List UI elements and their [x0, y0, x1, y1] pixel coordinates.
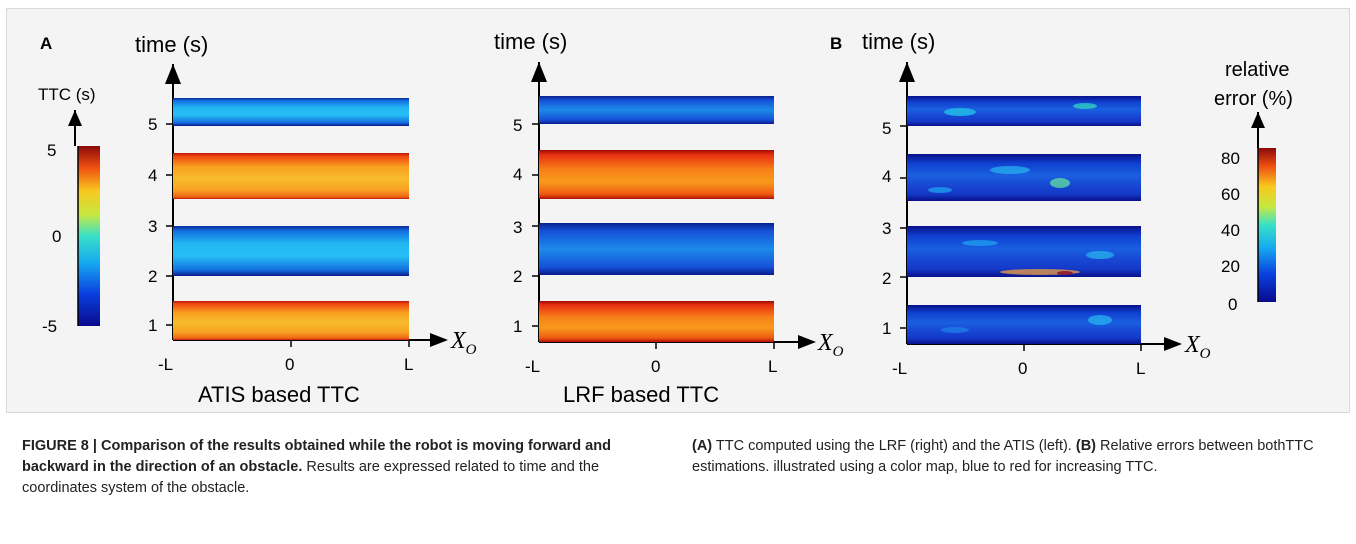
x-tick-label: L [768, 357, 777, 376]
y-axis-arrowhead [899, 62, 915, 82]
heatmap-band [539, 96, 774, 124]
caption-label: FIGURE 8 | Comparison of the results obt… [22, 438, 611, 475]
heatmap-band [539, 150, 774, 199]
x-ticks: -L 0 L [892, 344, 1145, 378]
y-tick-label: 4 [882, 167, 891, 186]
ttc-tick-bottom: -5 [42, 317, 57, 336]
heatmap-band [173, 153, 409, 199]
plot-atis: time (s) XO 5 4 3 2 1 -L 0 L ATIS [135, 32, 477, 407]
ttc-colorbar-arrowhead [68, 110, 82, 126]
panel-letter-b: B [830, 34, 842, 53]
y-tick-label: 4 [148, 166, 157, 185]
x-tick-label: 0 [1018, 359, 1027, 378]
heatmap-band [907, 154, 1141, 201]
x-tick-label: 0 [285, 355, 294, 374]
y-ticks: 5 4 3 2 1 [513, 116, 539, 336]
x-axis-arrowhead [798, 335, 816, 349]
error-colorbar-ticks: 80 60 40 20 0 [1221, 149, 1240, 314]
y-ticks: 5 4 3 2 1 [148, 115, 173, 335]
y-axis-arrowhead [531, 62, 547, 82]
plot-relative-error: time (s) XO 5 4 3 [862, 29, 1211, 378]
x-ticks: -L 0 L [158, 340, 413, 374]
error-colorbar-title-2: error (%) [1214, 88, 1293, 110]
y-axis-arrowhead [165, 64, 181, 84]
error-tick: 80 [1221, 149, 1240, 168]
x-axis-label: XO [817, 330, 844, 360]
heatmap-band [907, 96, 1141, 126]
time-axis-label: time (s) [862, 29, 935, 54]
error-tick: 0 [1228, 295, 1237, 314]
caption-left: FIGURE 8 | Comparison of the results obt… [22, 436, 662, 499]
x-axis-label: XO [450, 328, 477, 358]
caption-a-label: (A) [692, 438, 713, 454]
caption-b-label: (B) [1075, 438, 1097, 454]
error-tick: 60 [1221, 185, 1240, 204]
y-tick-label: 2 [513, 267, 522, 286]
heatmap-band [539, 223, 774, 275]
y-tick-label: 5 [148, 115, 157, 134]
plot-lrf: time (s) XO 5 4 3 2 1 -L 0 L LRF [494, 29, 844, 407]
x-tick-label: L [404, 355, 413, 374]
x-tick-label: L [1136, 359, 1145, 378]
y-tick-label: 3 [882, 219, 891, 238]
error-highlights [928, 103, 1114, 333]
caption-b-text: Relative errors between bothTTC estimati… [692, 438, 1314, 475]
x-tick-label: -L [158, 355, 173, 374]
error-colorbar-title-1: relative [1225, 59, 1289, 81]
plot-title: LRF based TTC [563, 382, 719, 407]
y-tick-label: 1 [148, 316, 157, 335]
caption-right: (A) TTC computed using the LRF (right) a… [692, 436, 1332, 478]
error-tick: 40 [1221, 221, 1240, 240]
x-axis-arrowhead [1164, 337, 1182, 351]
heatmap-band [907, 305, 1141, 344]
ttc-tick-mid: 0 [52, 227, 61, 246]
time-axis-label: time (s) [135, 32, 208, 57]
panel-letter-a: A [40, 34, 52, 53]
y-tick-label: 1 [513, 317, 522, 336]
heatmap-band [539, 301, 774, 342]
figure-panel [6, 8, 1350, 413]
y-tick-label: 2 [148, 267, 157, 286]
error-colorbar [1258, 148, 1276, 302]
x-axis-arrowhead [430, 333, 448, 347]
time-axis-label: time (s) [494, 29, 567, 54]
x-axis-label: XO [1184, 332, 1211, 362]
ttc-colorbar [78, 146, 100, 326]
x-tick-label: 0 [651, 357, 660, 376]
y-tick-label: 2 [882, 269, 891, 288]
heatmap-band [173, 98, 409, 126]
x-ticks: -L 0 L [525, 342, 777, 376]
ttc-tick-top: 5 [47, 141, 56, 160]
y-tick-label: 3 [148, 217, 157, 236]
plot-title: ATIS based TTC [198, 382, 360, 407]
ttc-colorbar-title: TTC (s) [38, 85, 96, 104]
error-tick: 20 [1221, 257, 1240, 276]
y-ticks: 5 4 3 2 1 [882, 119, 907, 338]
heatmap-band [173, 226, 409, 276]
caption-text: Results are expressed related to time an… [22, 459, 600, 496]
y-tick-label: 3 [513, 218, 522, 237]
y-tick-label: 4 [513, 165, 522, 184]
y-tick-label: 1 [882, 319, 891, 338]
heatmap-band [173, 301, 409, 340]
y-tick-label: 5 [882, 119, 891, 138]
error-colorbar-arrowhead [1251, 112, 1265, 128]
x-tick-label: -L [892, 359, 907, 378]
x-tick-label: -L [525, 357, 540, 376]
caption-a-text: TTC computed using the LRF (right) and t… [712, 438, 1076, 454]
y-tick-label: 5 [513, 116, 522, 135]
